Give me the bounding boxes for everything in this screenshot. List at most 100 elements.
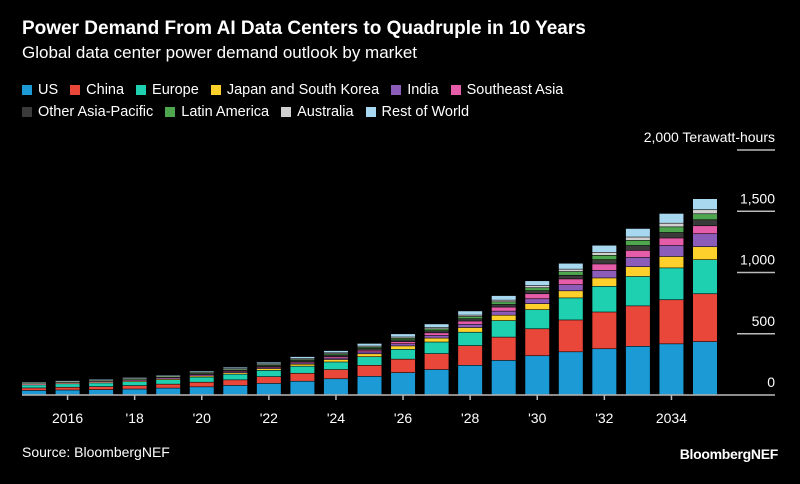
bar-segment-us	[89, 389, 114, 395]
bar-segment-india	[458, 324, 483, 328]
bar-segment-europe	[592, 286, 617, 312]
bar-segment-rest-of-world	[458, 311, 483, 315]
bar-segment-europe	[22, 385, 46, 388]
bar-segment-europe	[256, 370, 281, 377]
bar-segment-us	[55, 390, 80, 395]
bar-segment-japan-and-south-korea	[592, 278, 617, 286]
legend-label: China	[86, 82, 125, 98]
legend-swatch	[22, 107, 32, 117]
chart-title: Power Demand From AI Data Centers to Qua…	[22, 18, 586, 39]
bar-segment-japan-and-south-korea	[491, 315, 516, 321]
bar-segment-australia	[592, 252, 617, 255]
bar-segment-china	[458, 346, 483, 365]
legend-swatch	[365, 107, 376, 117]
x-tick-label: '30	[528, 410, 546, 426]
bar-segment-southeast-asia	[290, 362, 315, 363]
bar-segment-australia	[491, 300, 516, 302]
legend-label: India	[407, 82, 439, 98]
x-tick-label: '22	[260, 410, 278, 426]
bar-segment-us	[290, 381, 315, 395]
bar-segment-other-asia-pacific	[458, 319, 483, 321]
bar-segment-rest-of-world	[223, 367, 248, 369]
bar-segment-india	[693, 234, 717, 247]
bar-segment-rest-of-world	[391, 334, 416, 337]
bar-segment-southeast-asia	[525, 294, 550, 299]
bar-segment-japan-and-south-korea	[256, 368, 281, 371]
legend-label: Australia	[297, 104, 354, 120]
bar-segment-india	[491, 311, 516, 315]
bar-segment-us	[458, 365, 483, 395]
bar-segment-japan-and-south-korea	[189, 376, 214, 377]
bar-segment-china	[357, 365, 382, 377]
legend-swatch	[450, 85, 461, 95]
bar-segment-europe	[458, 332, 483, 346]
x-tick-label: 2034	[656, 410, 687, 426]
legend-item: India	[391, 79, 439, 101]
bar-segment-australia	[659, 223, 684, 227]
legend-item: Rest of World	[365, 101, 470, 123]
bar-segment-us	[659, 344, 684, 395]
bar-segment-japan-and-south-korea	[525, 303, 550, 310]
bar-segment-china	[693, 294, 717, 342]
bar-segment-europe	[424, 342, 449, 354]
legend-swatch	[391, 85, 402, 95]
bar-segment-southeast-asia	[659, 238, 684, 246]
bar-segment-australia	[357, 346, 382, 347]
legend-label: Other Asia-Pacific	[38, 104, 154, 120]
bar-segment-europe	[89, 383, 114, 387]
bar-segment-japan-and-south-korea	[558, 291, 583, 298]
y-tick-label: 1,000	[740, 252, 775, 268]
legend-label: Japan and South Korea	[226, 82, 380, 98]
x-tick-label: '20	[193, 410, 211, 426]
bar-segment-latin-america	[558, 271, 583, 275]
bar-segment-other-asia-pacific	[223, 370, 248, 371]
bar-segment-india	[357, 352, 382, 354]
bar-segment-china	[223, 380, 248, 386]
y-tick-label: 2,000 Terawatt-hours	[644, 129, 775, 145]
bar-segment-latin-america	[525, 288, 550, 291]
bar-segment-europe	[189, 377, 214, 382]
y-tick-label: 500	[752, 313, 776, 329]
bar-segment-australia	[625, 237, 650, 241]
legend-label: Europe	[152, 82, 199, 98]
bar-segment-europe	[156, 379, 181, 384]
bar-segment-japan-and-south-korea	[693, 247, 717, 260]
bar-segment-latin-america	[491, 302, 516, 305]
bar-segment-china	[89, 386, 114, 390]
bar-segment-india	[424, 335, 449, 338]
legend-label: Latin America	[181, 104, 270, 120]
bar-segment-other-asia-pacific	[592, 260, 617, 264]
bar-segment-europe	[122, 381, 147, 386]
bar-segment-southeast-asia	[357, 350, 382, 352]
y-tick-label: 1,500	[740, 190, 775, 206]
bar-segment-europe	[357, 357, 382, 365]
bar-segment-southeast-asia	[491, 307, 516, 311]
legend-swatch	[281, 107, 292, 117]
bar-segment-japan-and-south-korea	[323, 359, 348, 362]
bar-segment-southeast-asia	[625, 250, 650, 258]
bar-segment-latin-america	[391, 338, 416, 340]
bar-segment-us	[625, 346, 650, 395]
bar-segment-china	[525, 329, 550, 356]
legend-item: US	[22, 79, 58, 101]
bar-segment-china	[625, 306, 650, 347]
legend-label: Rest of World	[381, 104, 470, 120]
bar-segment-china	[156, 384, 181, 388]
legend-label: Southeast Asia	[466, 82, 564, 98]
bar-segment-rest-of-world	[625, 228, 650, 237]
bar-segment-europe	[55, 384, 80, 387]
x-tick-label: '26	[394, 410, 412, 426]
bar-segment-us	[22, 390, 46, 395]
bar-segment-europe	[223, 374, 248, 380]
bar-segment-australia	[391, 337, 416, 338]
legend-swatch	[165, 107, 176, 117]
bar-segment-southeast-asia	[693, 226, 717, 234]
bar-segment-southeast-asia	[323, 356, 348, 358]
bar-segment-southeast-asia	[592, 264, 617, 271]
bar-segment-china	[592, 312, 617, 349]
bar-segment-us	[592, 349, 617, 395]
bar-segment-china	[256, 376, 281, 384]
bar-segment-europe	[625, 276, 650, 306]
bar-segment-india	[625, 257, 650, 267]
bar-segment-us	[189, 387, 214, 395]
